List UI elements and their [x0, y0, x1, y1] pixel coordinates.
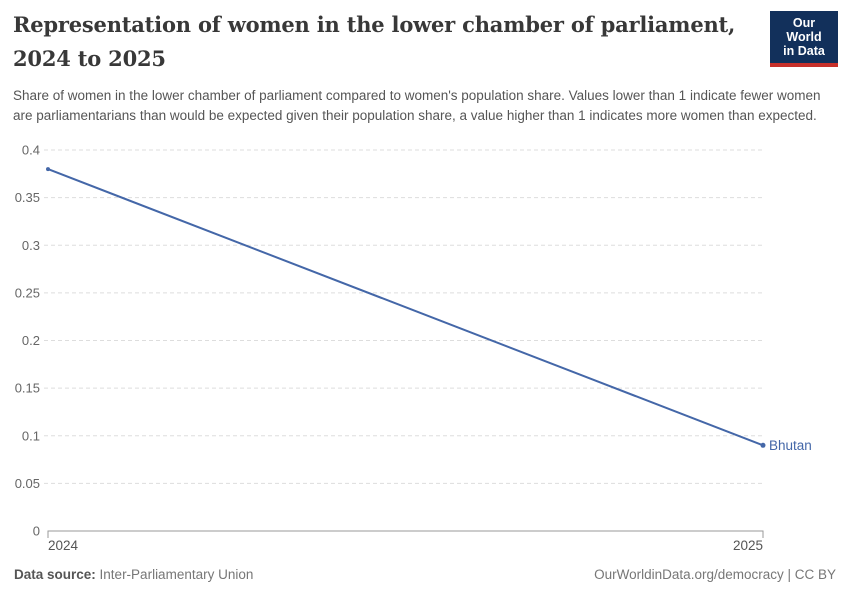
owid-logo[interactable]: Our World in Data: [770, 11, 838, 67]
data-source: Data source: Inter-Parliamentary Union: [14, 567, 253, 582]
y-tick-label: 0.1: [22, 428, 40, 443]
y-tick-label: 0.25: [15, 285, 40, 300]
chart-subtitle: Share of women in the lower chamber of p…: [13, 88, 821, 123]
series-label[interactable]: Bhutan: [769, 438, 812, 453]
y-tick-label: 0: [33, 524, 40, 539]
line-chart[interactable]: 0 0.05 0.1 0.15 0.2 0.25 0.3 0.35 0.4 2024 2025 Bhu…: [0, 140, 850, 560]
series-line-bhutan[interactable]: [47, 168, 764, 447]
y-tick-label: 0.2: [22, 333, 40, 348]
owid-logo-line2: in Data: [783, 44, 825, 58]
x-tick-label-end: 2025: [733, 538, 763, 553]
page-title: Representation of women in the lower cha…: [13, 12, 736, 71]
credit-link[interactable]: OurWorldinData.org/democracy | CC BY: [594, 567, 836, 582]
x-tick-label-start: 2024: [48, 538, 79, 553]
y-tick-label: 0.15: [15, 381, 40, 396]
series-end-marker: [760, 442, 766, 448]
y-tick-label: 0.05: [15, 476, 40, 491]
chart-footer: Data source: Inter-Parliamentary Union O…: [14, 567, 836, 582]
owid-logo-line1: Our World: [786, 16, 822, 44]
y-tick-label: 0.4: [22, 143, 40, 158]
data-source-value: Inter-Parliamentary Union: [99, 567, 254, 582]
y-tick-label: 0.3: [22, 238, 40, 253]
x-axis: [47, 530, 764, 538]
series-start-marker: [46, 167, 50, 172]
y-tick-label: 0.35: [15, 190, 40, 205]
data-source-label: Data source:: [14, 567, 96, 582]
